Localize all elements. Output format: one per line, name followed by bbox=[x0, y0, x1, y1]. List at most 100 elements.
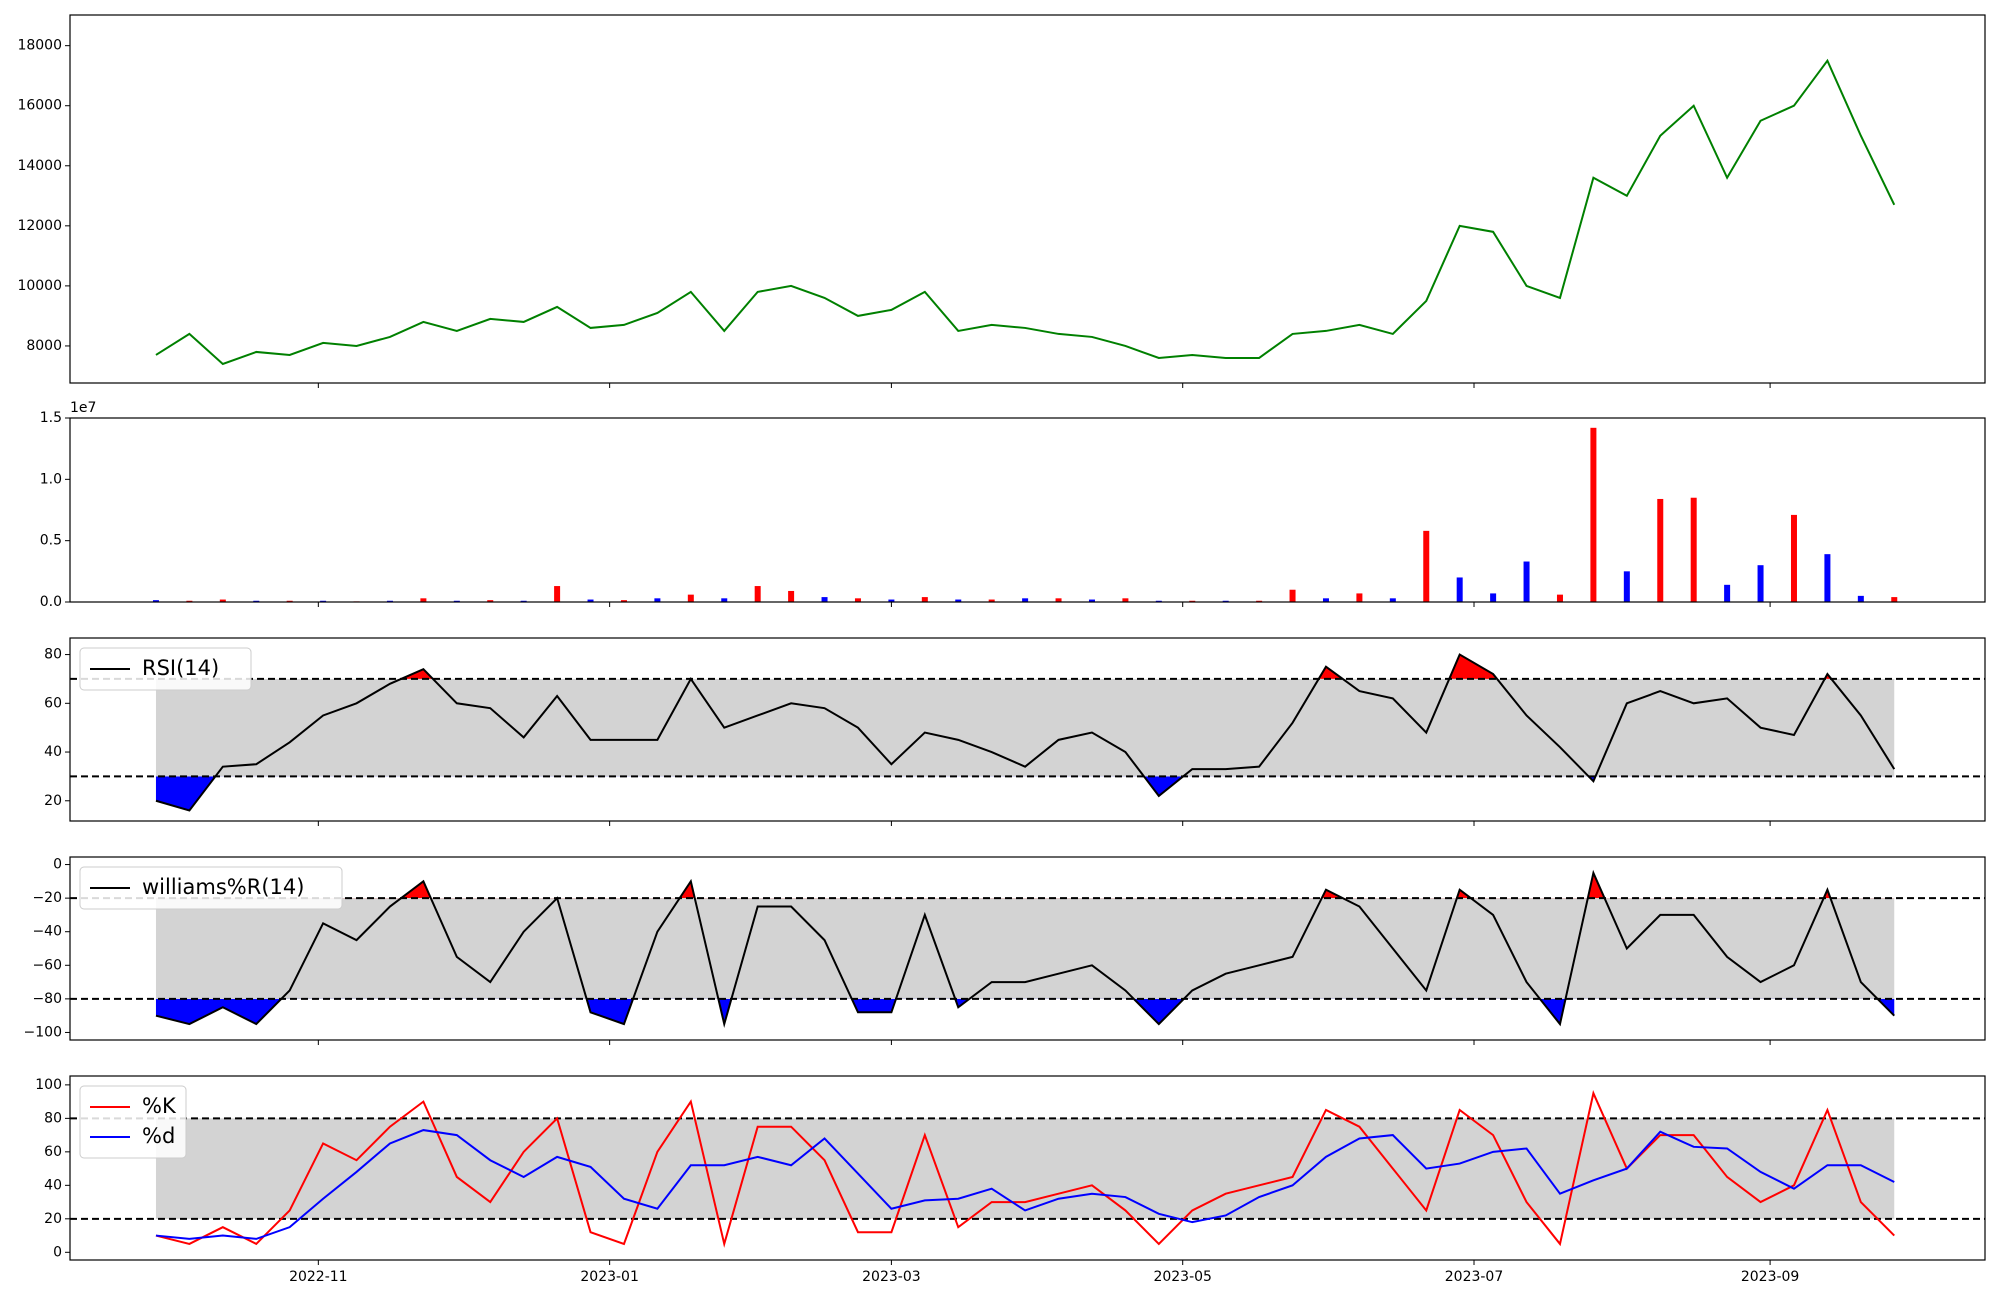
indicator-line bbox=[155, 653, 1896, 812]
plot-area bbox=[70, 1090, 1985, 1248]
volume-bar bbox=[420, 598, 427, 602]
y-tick-label: −60 bbox=[32, 957, 62, 973]
volume-bar bbox=[1189, 600, 1196, 602]
volume-bar bbox=[487, 600, 494, 602]
band-fill bbox=[155, 898, 1895, 999]
volume-bar bbox=[1289, 589, 1296, 602]
volume-bar bbox=[520, 600, 527, 602]
volume-bar bbox=[955, 599, 962, 602]
axes-frame bbox=[69, 14, 1986, 384]
y-tick-label: 0.5 bbox=[40, 533, 62, 549]
volume-bar bbox=[1556, 594, 1563, 602]
volume-bar bbox=[1790, 514, 1797, 602]
volume-bar bbox=[1857, 595, 1864, 602]
volume-bar bbox=[1757, 565, 1764, 602]
volume-bar bbox=[1824, 554, 1831, 602]
x-tick-label: 2022-11 bbox=[289, 1269, 348, 1285]
x-tick-label: 2023-03 bbox=[862, 1269, 921, 1285]
volume-bar bbox=[654, 598, 661, 602]
legend-box bbox=[79, 647, 252, 691]
volume-bar bbox=[1523, 561, 1530, 602]
volume-bar bbox=[721, 598, 728, 602]
volume-bar bbox=[1690, 497, 1697, 602]
volume-bar bbox=[1088, 599, 1095, 602]
legend-label: %K bbox=[142, 1094, 177, 1118]
volume-bar bbox=[1724, 584, 1731, 602]
volume-bar bbox=[1055, 598, 1062, 602]
volume-bar bbox=[788, 590, 795, 602]
volume-bar bbox=[1657, 498, 1664, 602]
axes-frame bbox=[69, 1075, 1986, 1261]
volume-bar bbox=[386, 600, 393, 602]
volume-bar bbox=[554, 586, 561, 602]
volume-bar bbox=[1222, 600, 1229, 602]
x-tick-label: 2023-01 bbox=[580, 1269, 639, 1285]
volume-bar bbox=[152, 600, 159, 602]
y-tick-label: 1.5 bbox=[40, 410, 62, 426]
oversold-fill bbox=[155, 998, 1895, 1025]
y-tick-label: 8000 bbox=[26, 338, 62, 354]
y-tick-label: −100 bbox=[24, 1024, 62, 1040]
volume-bar bbox=[1122, 598, 1129, 602]
y-tick-label: 80 bbox=[44, 1110, 62, 1126]
y-tick-label: 80 bbox=[44, 647, 62, 663]
y-tick-label: 20 bbox=[44, 1211, 62, 1227]
volume-bar bbox=[1022, 598, 1029, 602]
volume-bar bbox=[1891, 597, 1898, 602]
axes-frame bbox=[69, 637, 1986, 822]
y-tick-label: 0 bbox=[53, 1244, 62, 1260]
volume-bar bbox=[854, 598, 861, 602]
volume-bar bbox=[921, 597, 928, 602]
y-tick-label: 1.0 bbox=[40, 471, 62, 487]
y-tick-label: 60 bbox=[44, 695, 62, 711]
y-offset-label: 1e7 bbox=[70, 400, 96, 416]
y-tick-label: 14000 bbox=[17, 158, 62, 174]
axes-frame bbox=[69, 856, 1986, 1041]
volume-bar bbox=[988, 599, 995, 602]
y-tick-label: 0 bbox=[53, 857, 62, 873]
volume-bar bbox=[620, 600, 627, 602]
volume-bar bbox=[286, 600, 293, 602]
volume-bar bbox=[1623, 571, 1630, 602]
volume-bar bbox=[320, 600, 327, 602]
x-tick-label: 2023-07 bbox=[1445, 1269, 1504, 1285]
legend-box bbox=[79, 1085, 187, 1159]
y-tick-label: 40 bbox=[44, 744, 62, 760]
y-tick-label: 16000 bbox=[17, 98, 62, 114]
volume-bar bbox=[687, 594, 694, 602]
volume-bar bbox=[888, 599, 895, 602]
plot-area bbox=[70, 653, 1985, 812]
axes-frame bbox=[69, 417, 1986, 603]
y-tick-label: 100 bbox=[35, 1077, 62, 1093]
legend-box bbox=[79, 866, 343, 910]
x-tick-label: 2023-09 bbox=[1741, 1269, 1800, 1285]
volume-bar bbox=[1389, 598, 1396, 602]
legend-label: RSI(14) bbox=[142, 656, 219, 680]
legend-label: williams%R(14) bbox=[142, 875, 304, 899]
volume-bar bbox=[1423, 530, 1430, 602]
y-tick-label: 12000 bbox=[17, 218, 62, 234]
volume-bar bbox=[1490, 593, 1497, 602]
y-tick-label: −40 bbox=[32, 924, 62, 940]
y-tick-label: 40 bbox=[44, 1177, 62, 1193]
volume-bar bbox=[219, 599, 226, 602]
plot-area bbox=[155, 58, 1896, 366]
y-tick-label: 10000 bbox=[17, 278, 62, 294]
volume-bar bbox=[1356, 593, 1363, 602]
y-tick-label: −80 bbox=[32, 991, 62, 1007]
volume-bar bbox=[587, 599, 594, 602]
plot-area bbox=[152, 427, 1898, 602]
price-line bbox=[155, 58, 1896, 366]
band-fill bbox=[155, 678, 1895, 777]
y-tick-label: 60 bbox=[44, 1144, 62, 1160]
volume-bar bbox=[754, 586, 761, 602]
y-tick-label: 0.0 bbox=[40, 594, 62, 610]
indicator-line bbox=[155, 869, 1895, 1029]
y-tick-label: −20 bbox=[32, 890, 62, 906]
volume-bar bbox=[253, 600, 260, 602]
plot-area bbox=[70, 869, 1985, 1029]
y-tick-label: 20 bbox=[44, 793, 62, 809]
legend-label: %d bbox=[142, 1124, 175, 1148]
volume-bar bbox=[1322, 598, 1329, 602]
